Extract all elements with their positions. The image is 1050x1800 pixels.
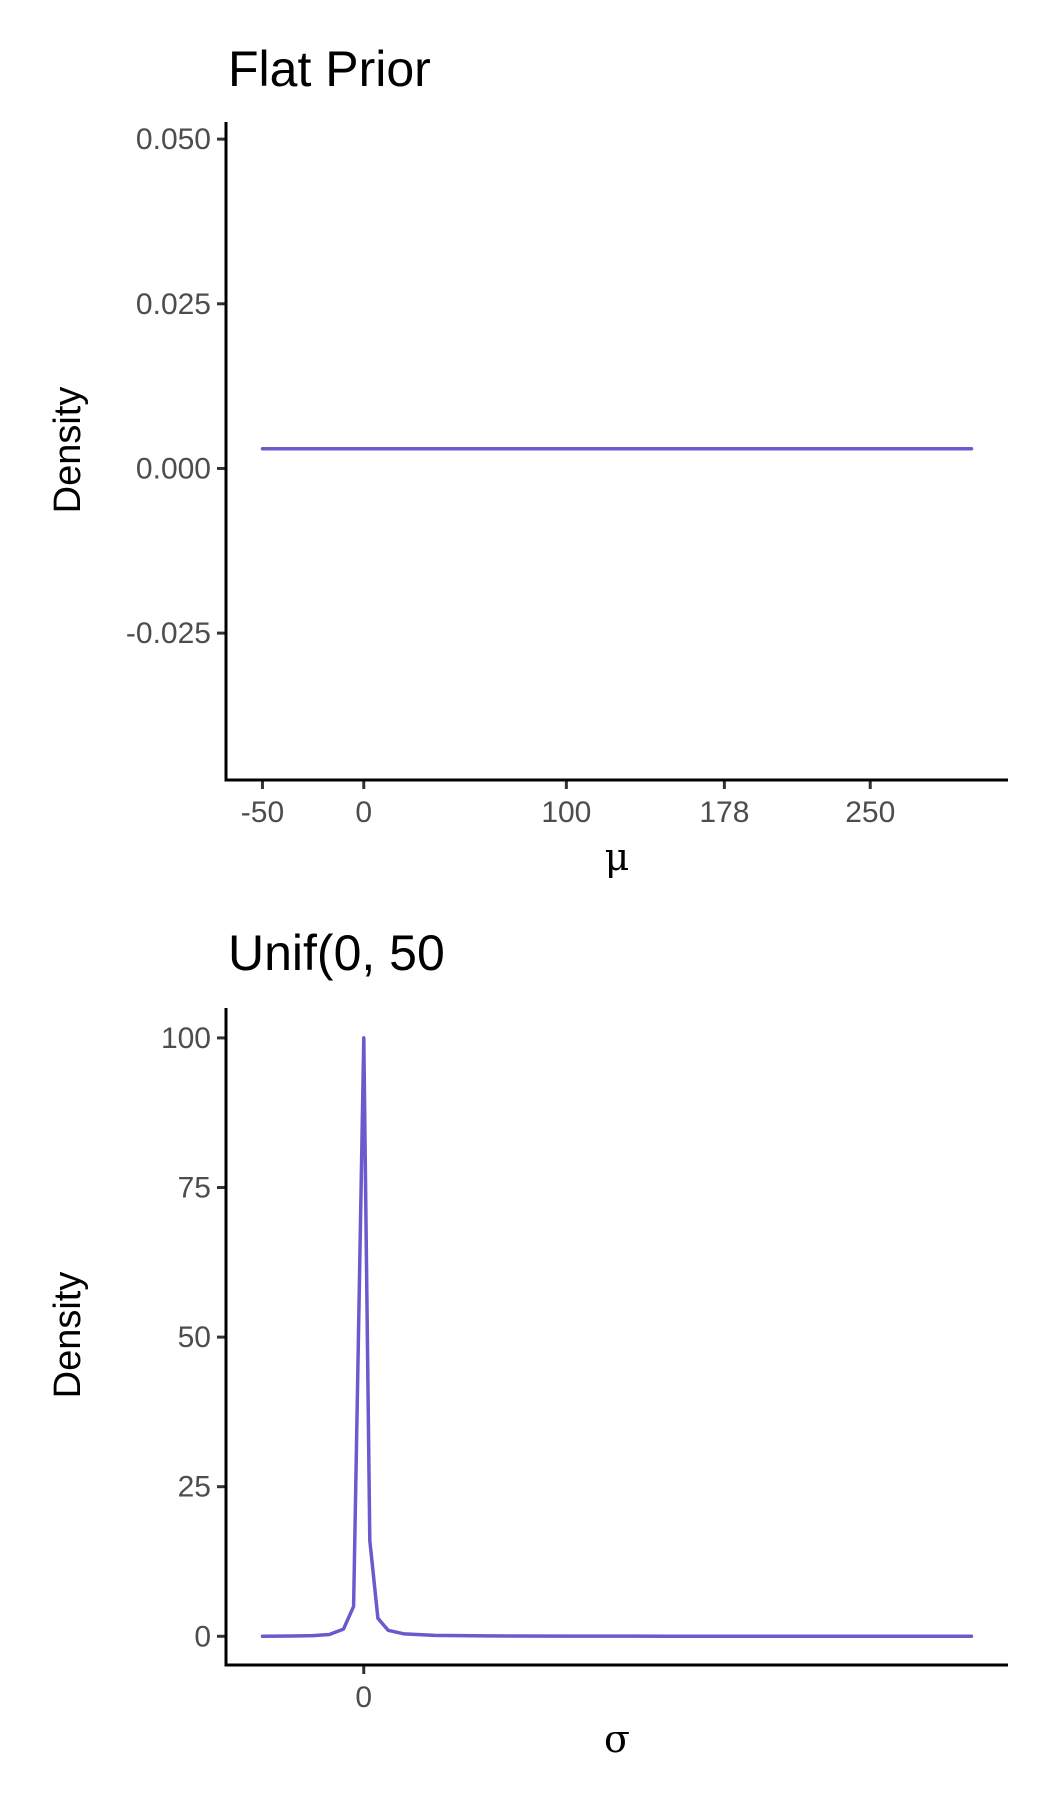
y-axis-title: Density (47, 387, 89, 514)
y-tick-label: 0.000 (136, 452, 211, 485)
x-axis-title: μ (605, 835, 630, 879)
axis-lines (224, 122, 1008, 782)
x-tick-label: 250 (845, 796, 895, 829)
y-tick-label: -0.025 (126, 617, 211, 650)
x-axis-title: σ (604, 1717, 630, 1761)
x-axis-ticks: -50 0 100 178 250 (241, 780, 895, 829)
series-group (260, 1036, 974, 1639)
x-tick-label: 100 (541, 796, 591, 829)
x-tick-label: 178 (699, 796, 749, 829)
y-tick-label: 50 (178, 1321, 211, 1354)
x-tick-label: 0 (355, 1681, 372, 1714)
y-axis-ticks: 0.050 0.025 0.000 -0.025 (126, 123, 226, 650)
panel-title: Unif(0, 50 (228, 925, 445, 981)
y-tick-label: 75 (178, 1172, 211, 1205)
y-tick-label: 0 (194, 1620, 211, 1653)
y-tick-label: 0.025 (136, 288, 211, 321)
panel-unif-prior: Unif(0, 50 Density σ 100 75 50 25 0 0 (47, 925, 1008, 1761)
y-tick-label: 100 (161, 1022, 211, 1055)
y-tick-label: 0.050 (136, 123, 211, 156)
y-axis-title: Density (47, 1272, 89, 1399)
x-tick-label: 0 (355, 796, 372, 829)
series-line (260, 1036, 974, 1639)
x-tick-label: -50 (241, 796, 284, 829)
axis-lines (224, 1008, 1008, 1667)
y-tick-label: 25 (178, 1471, 211, 1504)
y-axis-ticks: 100 75 50 25 0 (161, 1022, 226, 1653)
panel-flat-prior: Flat Prior Density μ 0.050 0.025 0.000 -0.0… (47, 41, 1008, 879)
panel-title: Flat Prior (228, 41, 431, 97)
